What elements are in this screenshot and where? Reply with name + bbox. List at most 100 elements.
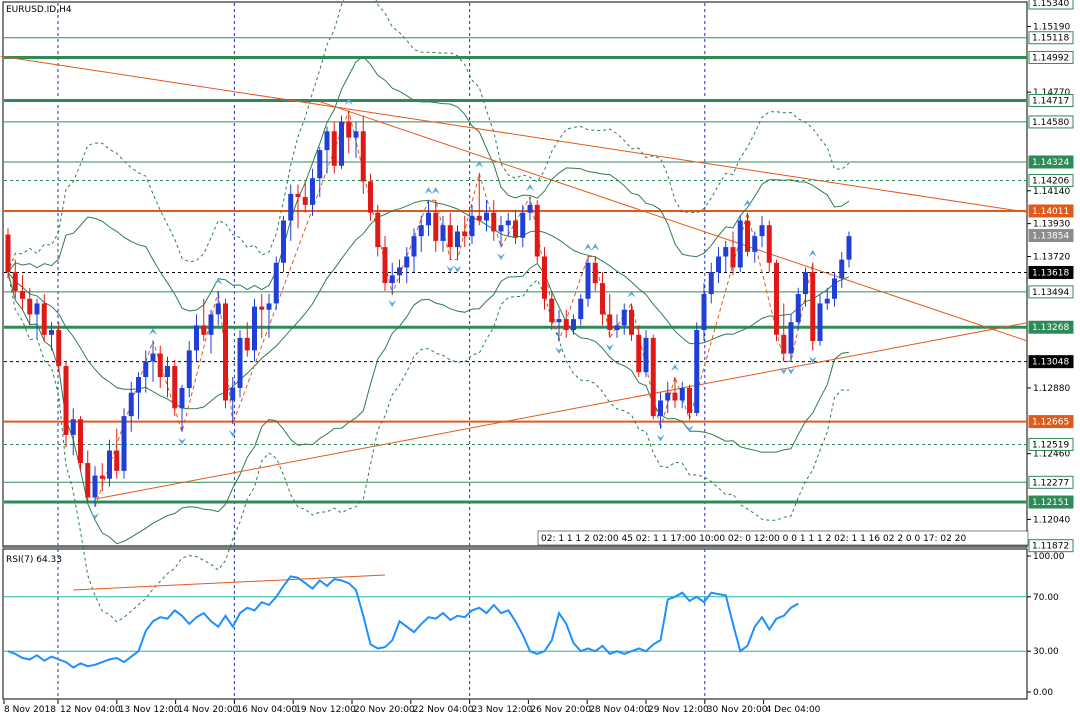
- candle-body: [455, 231, 460, 248]
- price-tick-label: 1.13930: [1033, 220, 1070, 230]
- price-label-box: [1028, 93, 1074, 107]
- time-label: 8 Nov 2018: [4, 705, 56, 715]
- candle-body: [397, 267, 402, 276]
- candle-body: [107, 450, 112, 479]
- candle-body: [462, 231, 468, 237]
- fractal-up-arrow: [149, 328, 157, 336]
- candle-body: [607, 314, 613, 331]
- fractal-down-arrow: [178, 437, 186, 445]
- time-label: 28 Nov 04:00: [589, 705, 650, 715]
- candle-body: [636, 334, 642, 373]
- candle-body: [549, 298, 555, 323]
- price-label-box: [1028, 437, 1074, 451]
- candle-body: [252, 306, 257, 351]
- candle-body: [85, 463, 91, 498]
- fractal-up-arrow: [627, 290, 636, 298]
- fractal-down-arrow: [787, 367, 795, 375]
- price-label-box: [1028, 265, 1074, 279]
- fractal-up-arrow: [526, 184, 534, 192]
- band-outer-upper-line: [7, 0, 850, 273]
- fractal-up-arrow: [743, 199, 752, 207]
- candle-body: [643, 337, 649, 373]
- candle-body: [687, 387, 692, 413]
- candle-body: [27, 298, 33, 315]
- band-lower-line: [7, 262, 850, 545]
- candle-body: [505, 220, 511, 226]
- candle-body: [498, 225, 504, 232]
- trendline: [319, 101, 1028, 342]
- candle-body: [701, 294, 707, 331]
- candle-body: [491, 212, 497, 232]
- fractal-down-arrow: [656, 434, 665, 442]
- time-label: 26 Nov 20:00: [530, 705, 591, 715]
- fractal-up-arrow: [808, 249, 817, 257]
- time-label: 13 Nov 12:00: [119, 705, 180, 715]
- candle-body: [730, 247, 736, 268]
- candle-body: [658, 400, 663, 417]
- price-label-box: [1028, 539, 1074, 553]
- price-tick-label: 1.15190: [1033, 22, 1070, 32]
- time-label: 29 Nov 12:00: [648, 705, 709, 715]
- candle-body: [788, 322, 794, 354]
- candle-body: [766, 225, 772, 263]
- price-label-box: [1028, 0, 1074, 10]
- fractal-down-arrow: [779, 367, 788, 375]
- candle-body: [288, 193, 294, 221]
- price-label: 1.12519: [1032, 440, 1069, 450]
- candle-body: [215, 303, 221, 315]
- price-label-box: [1028, 229, 1074, 243]
- candle-body: [157, 353, 163, 377]
- candle-body: [368, 181, 373, 213]
- candle-body: [578, 298, 584, 320]
- time-label: 12 Nov 04:00: [60, 705, 121, 715]
- rsi-tick-label: 0.00: [1033, 688, 1053, 698]
- candle-body: [433, 212, 439, 241]
- price-tick-label: 1.13720: [1033, 253, 1070, 263]
- price-tick-label: 1.12460: [1033, 450, 1070, 460]
- price-tick-label: 1.12880: [1033, 384, 1070, 394]
- candle-body: [513, 220, 518, 238]
- fractal-down-arrow: [91, 512, 99, 520]
- time-overlay-text: 02: 1 1 1 2 02:00 45 02: 1 1 17:00 10:00…: [541, 534, 966, 544]
- price-label-box: [1028, 415, 1074, 429]
- price-label-box: [1028, 50, 1074, 64]
- time-label: 30 Nov 20:00: [707, 705, 768, 715]
- candle-body: [375, 212, 381, 248]
- candle-body: [99, 475, 105, 479]
- fractal-down-arrow: [497, 253, 505, 261]
- candle-body: [49, 330, 54, 335]
- rsi-panel-frame: [2, 548, 1028, 700]
- candle-body: [244, 337, 250, 351]
- candle-body: [324, 131, 330, 151]
- main-chart-frame: [2, 1, 1028, 548]
- candle-body: [846, 236, 852, 260]
- fractal-down-arrow: [388, 300, 397, 308]
- price-label-box: [1028, 173, 1074, 187]
- candle-body: [469, 215, 475, 237]
- candle-body: [5, 234, 11, 273]
- fractal-up-arrow: [424, 187, 433, 195]
- rsi-line: [7, 575, 799, 669]
- candle-body: [179, 387, 185, 409]
- price-label: 1.13048: [1032, 358, 1069, 368]
- price-label-box: [1028, 155, 1074, 169]
- price-label: 1.13494: [1032, 288, 1069, 298]
- candle-body: [20, 290, 25, 299]
- candle-body: [665, 392, 671, 401]
- candle-body: [70, 419, 76, 435]
- fractal-up-arrow: [344, 97, 353, 105]
- time-label: 19 Nov 12:00: [295, 705, 356, 715]
- candle-body: [136, 376, 141, 393]
- price-axis: 1.15190 1.14770 1.14140 1.13930 1.13720 1.128…: [1027, 0, 1074, 553]
- candle-body: [223, 303, 228, 401]
- fractal-up-arrow: [591, 243, 600, 251]
- candle-body: [585, 262, 591, 299]
- price-label-box: [1028, 355, 1074, 369]
- candle-body: [310, 178, 315, 205]
- candle-body: [12, 272, 18, 291]
- candle-body: [404, 256, 410, 268]
- price-label: 1.14206: [1032, 176, 1069, 186]
- rsi-indicator: 100.00 70.00 30.00 0.00: [4, 552, 1065, 698]
